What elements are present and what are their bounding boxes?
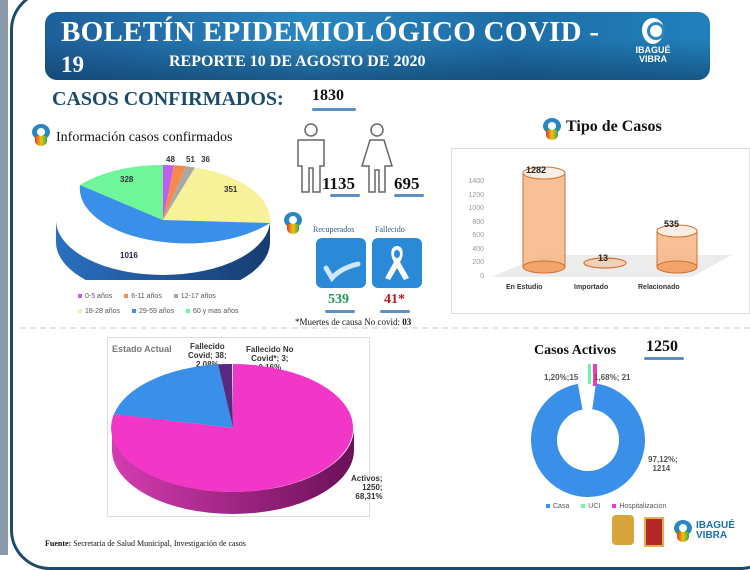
ibague-pin-icon [32, 124, 50, 146]
location-pin-icon [642, 18, 665, 44]
section-divider [20, 327, 750, 329]
age-section-title: Información casos confirmados [56, 130, 233, 145]
age-legend: 0-5 años 6-11 años 12-17 años [78, 293, 278, 300]
bulletin-title: BOLETÍN EPIDEMIOLÓGICO COVID - [61, 16, 600, 48]
recovered-label: Recuperados [313, 225, 355, 234]
deceased-underline [380, 310, 410, 313]
active-underline [644, 357, 684, 360]
non-covid-deaths-note: *Muertes de causa No covid: 03 [295, 317, 412, 327]
confirmed-underline [312, 108, 356, 111]
left-edge-bar [0, 0, 8, 555]
female-underline [394, 194, 424, 197]
city-crest-icon [612, 515, 634, 545]
svg-text:51: 51 [186, 155, 195, 164]
music-logo-icon [644, 517, 664, 547]
svg-text:351: 351 [224, 185, 238, 194]
ibague-vibra-logo: IBAGUÉ VIBRA [633, 18, 673, 72]
male-count: 1135 [322, 174, 356, 193]
confirmed-label: CASOS CONFIRMADOS: [52, 88, 284, 110]
female-count: 695 [394, 174, 420, 193]
ribbon-icon [385, 246, 409, 280]
source-note: Fuente: Secretaria de Salud Municipal, I… [45, 539, 246, 548]
svg-text:328: 328 [120, 175, 134, 184]
ibague-pin-icon-4 [674, 520, 692, 542]
confirmed-value: 1830 [312, 87, 344, 104]
female-icon [360, 123, 394, 193]
svg-text:1,20%;15: 1,20%;15 [544, 373, 579, 382]
male-icon [297, 123, 325, 193]
svg-text:1282: 1282 [526, 165, 546, 175]
svg-text:1016: 1016 [120, 251, 138, 260]
mountain-backdrop [45, 40, 710, 80]
logo-text-1: IBAGUÉ [635, 45, 671, 55]
age-pie-chart: 48 51 36 351 328 1016 [56, 155, 271, 280]
active-cases-value: 1250 [646, 338, 678, 355]
svg-text:36: 36 [201, 155, 210, 164]
active-cases-donut: 1,20%;15 1,68%; 21 [531, 364, 645, 497]
header-banner: BOLETÍN EPIDEMIOLÓGICO COVID - 19 REPORT… [45, 12, 710, 80]
deceased-label: Fallecido [375, 225, 405, 234]
checkmark-icon [323, 261, 361, 283]
logo-text-2: VIBRA [638, 54, 667, 64]
bottom-logos: IBAGUÉ VIBRA [612, 515, 742, 549]
current-status-chart: Estado Actual Fallecido Covid; 38; 2,08% F… [107, 337, 383, 517]
recovered-underline [325, 310, 355, 313]
active-legend: Casa UCI Hospitalizacion [546, 503, 676, 510]
active-cases-title: Casos Activos [534, 343, 617, 358]
recovered-count: 539 [328, 292, 349, 307]
footer-logo-text: IBAGUÉ VIBRA [696, 520, 735, 541]
deceased-tile [372, 238, 422, 288]
deceased-count: 41* [384, 292, 405, 307]
svg-text:13: 13 [598, 253, 608, 263]
case-type-title: Tipo de Casos [566, 118, 662, 135]
slice-label-0-5: 48 [166, 155, 175, 164]
age-legend-row2: 18-28 años 29-59 años 60 y mas años [78, 308, 278, 315]
svg-text:535: 535 [664, 219, 679, 229]
report-date: REPORTE 10 DE AGOSTO DE 2020 [169, 53, 426, 70]
svg-text:1,68%; 21: 1,68%; 21 [594, 373, 631, 382]
case-type-chart: 1400 1200 1000 800 600 400 200 0 1282 13… [451, 148, 750, 314]
ibague-pin-icon-2 [284, 212, 302, 234]
bulletin-title-cont: 19 [61, 52, 84, 77]
recovered-tile [316, 238, 366, 288]
ibague-pin-icon-3 [543, 118, 561, 140]
male-underline [330, 194, 360, 197]
